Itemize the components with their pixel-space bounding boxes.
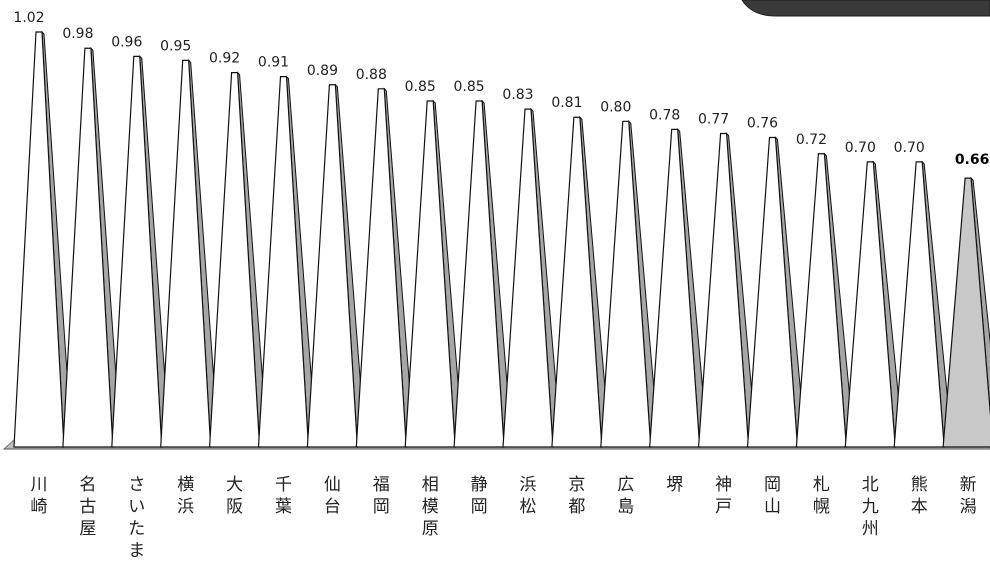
category-label: 川崎 xyxy=(31,475,48,517)
bar xyxy=(697,132,757,448)
value-label: 0.98 xyxy=(62,26,93,42)
category-label: 千葉 xyxy=(275,475,292,517)
category-label: 熊本 xyxy=(911,475,928,517)
value-label: 0.70 xyxy=(845,140,876,156)
bar xyxy=(62,46,122,448)
category-label: 名古屋 xyxy=(79,475,96,539)
bar xyxy=(404,99,464,448)
value-label: 0.77 xyxy=(698,111,729,127)
bar xyxy=(160,59,219,448)
value-label: 0.92 xyxy=(209,51,240,67)
bar xyxy=(600,119,660,448)
value-label: 0.85 xyxy=(405,79,436,95)
bar xyxy=(13,30,73,448)
value-label: 0.70 xyxy=(894,140,925,156)
bars xyxy=(13,30,990,448)
value-label: 0.76 xyxy=(747,116,778,132)
bar xyxy=(257,75,317,448)
bar xyxy=(649,128,708,448)
category-label: 岡山 xyxy=(764,475,781,517)
value-label: 0.83 xyxy=(502,87,533,103)
value-labels: 1.02 0.98 0.96 0.95 0.92 0.91 0.89 0.88 0.85 0.85… xyxy=(13,10,989,168)
bar xyxy=(111,55,171,448)
category-label: 広島 xyxy=(617,475,634,517)
category-label: 北九州 xyxy=(862,475,879,539)
value-label: 0.95 xyxy=(160,38,191,54)
value-label: 0.80 xyxy=(600,99,631,115)
bar xyxy=(453,99,513,448)
value-label: 0.89 xyxy=(307,63,338,79)
category-label: 札幌 xyxy=(813,475,830,517)
value-label: 0.91 xyxy=(258,55,289,71)
category-label: さいたま xyxy=(128,475,145,561)
category-label: 堺 xyxy=(666,475,683,495)
bar xyxy=(844,160,904,448)
bar xyxy=(502,107,562,448)
value-label: 1.02 xyxy=(13,10,44,26)
bar xyxy=(355,87,415,448)
bar xyxy=(942,176,990,448)
bar xyxy=(551,115,611,448)
value-label: 0.88 xyxy=(356,67,387,83)
category-label: 横浜 xyxy=(177,475,194,517)
bar xyxy=(208,71,268,448)
value-label: 0.78 xyxy=(649,107,680,123)
category-label: 福岡 xyxy=(373,475,390,517)
value-label: 0.85 xyxy=(454,79,485,95)
value-label: 0.81 xyxy=(551,95,582,111)
category-label: 神戸 xyxy=(715,475,732,517)
value-label: 0.96 xyxy=(111,34,142,50)
value-label: 0.72 xyxy=(796,132,827,148)
bar xyxy=(306,83,366,448)
category-label: 静岡 xyxy=(471,475,488,517)
category-label: 大阪 xyxy=(226,475,243,517)
bar xyxy=(746,136,806,448)
category-label: 新潟 xyxy=(960,475,977,517)
category-label: 相模原 xyxy=(422,475,439,539)
corner-banner xyxy=(741,0,990,17)
bar xyxy=(893,160,953,448)
category-label: 仙台 xyxy=(324,475,341,517)
category-label: 京都 xyxy=(568,475,585,517)
bar xyxy=(795,152,855,448)
category-label: 浜松 xyxy=(520,475,537,517)
value-label: 0.66 xyxy=(955,152,990,168)
